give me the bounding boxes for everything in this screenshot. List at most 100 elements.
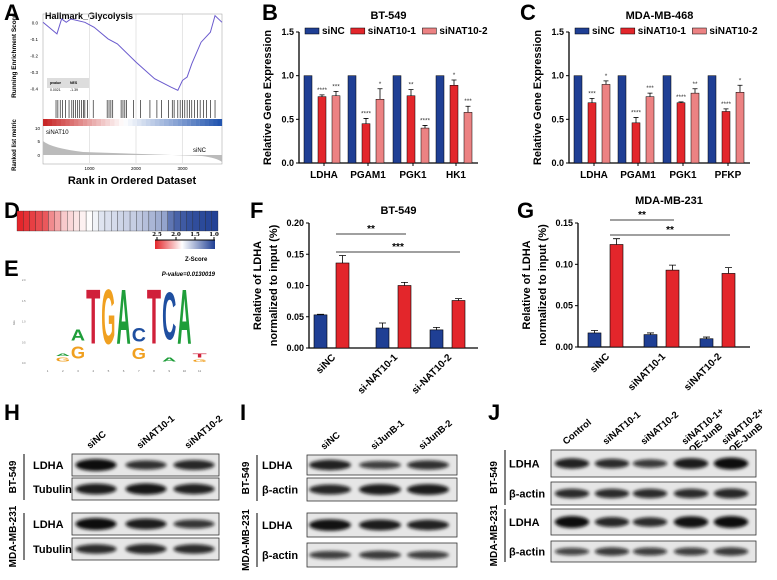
- chart-title: MDA-MB-231: [635, 195, 703, 207]
- significance-label: ****: [361, 110, 372, 117]
- western-blot-h: siNC siNAT10-1 siNAT10-2 BT-549 LDHA Tubulin M…: [8, 413, 225, 567]
- position-label: 11: [198, 369, 201, 373]
- protein-band: [554, 547, 590, 556]
- protein-label: LDHA: [509, 459, 540, 471]
- rank-color-cell: [83, 119, 88, 126]
- y-axis-label: Relative of LDHA: [252, 241, 264, 330]
- y-tick-label: 1.0: [22, 321, 26, 324]
- y-tick-label: 2.0: [22, 279, 26, 282]
- bar: [451, 300, 466, 349]
- rank-color-cell: [150, 119, 155, 126]
- rank-color-cell: [217, 119, 223, 126]
- error-bar: [613, 238, 620, 245]
- logo-letter: A: [56, 353, 71, 357]
- y-tick-label: 1.0: [281, 71, 294, 81]
- heatmap-cell: [136, 210, 143, 232]
- color-scale-bar: [155, 240, 215, 249]
- cell-line-label: MDA-MB-231: [8, 505, 19, 567]
- position-label: 10: [183, 369, 187, 373]
- x-tick-label: PGAM1: [620, 170, 656, 181]
- error-bar: [451, 79, 457, 86]
- protein-label: LDHA: [33, 519, 64, 531]
- metric-axis-label: Ranked list metric: [12, 118, 18, 170]
- y-tick-label: -0.4: [30, 87, 38, 92]
- logo-letter: G: [101, 273, 115, 360]
- y-tick-label: 1.5: [281, 27, 294, 37]
- panel-label-f: F: [250, 198, 263, 223]
- protein-band: [407, 551, 449, 559]
- bar: [699, 338, 714, 348]
- protein-label: LDHA: [33, 460, 64, 472]
- legend-label: siNAT10-1: [638, 26, 687, 37]
- significance-label: *: [739, 77, 742, 84]
- bar: [335, 262, 350, 349]
- x-tick-label: PFKP: [715, 170, 742, 181]
- protein-band: [125, 518, 167, 530]
- lane-label: siNAT10-1: [601, 409, 644, 447]
- significance-label: ****: [721, 101, 732, 108]
- bar: [375, 98, 385, 164]
- rank-color-cell: [47, 119, 53, 126]
- heatmap-cell: [167, 210, 175, 232]
- significance-label: ***: [588, 90, 596, 97]
- protein-band: [713, 547, 749, 556]
- significance-label: *: [605, 73, 608, 80]
- rank-color-cell: [163, 119, 169, 126]
- error-bar: [678, 101, 684, 103]
- bar: [676, 102, 686, 164]
- y-tick-label: -0.1: [30, 37, 38, 42]
- metric-tick-label: 5: [37, 139, 40, 144]
- y-axis-label: Relative Gene Expression: [262, 30, 274, 165]
- error-bar: [725, 267, 732, 274]
- protein-band: [309, 551, 351, 559]
- cell-line-label: BT-549: [8, 460, 19, 493]
- lane-label: siNAT10-2: [639, 409, 681, 447]
- panel-label-a: A: [4, 0, 20, 25]
- rank-color-cell: [87, 119, 93, 126]
- heatmap-cell: [142, 210, 150, 232]
- bar: [449, 85, 459, 164]
- significance-label: **: [692, 81, 698, 88]
- logo-letter: A: [162, 356, 177, 363]
- error-bar: [333, 90, 339, 96]
- protein-label: β-actin: [509, 547, 545, 559]
- y-tick-label: 0.10: [286, 281, 304, 291]
- y-tick-label: 0.0: [551, 158, 564, 168]
- legend-swatch: [620, 27, 636, 35]
- bar: [317, 96, 327, 164]
- comparison-label: **: [367, 224, 375, 235]
- rank-color-cell: [195, 119, 200, 126]
- protein-band: [594, 488, 630, 499]
- rank-color-cell: [132, 119, 138, 126]
- protein-band: [359, 550, 401, 560]
- color-scale-tick-label: 1.5: [190, 232, 200, 238]
- x-tick-label: siNAT10-1: [626, 351, 668, 393]
- heatmap-cell: [199, 210, 206, 232]
- rank-color-cell: [56, 119, 62, 126]
- rank-color-cell: [123, 119, 129, 126]
- y-tick-label: 0.15: [286, 249, 304, 259]
- panel-label-d: D: [4, 198, 20, 223]
- y-tick-label: 1.5: [551, 27, 564, 37]
- y-axis-label: Relative of LDHA: [521, 240, 533, 329]
- protein-band: [125, 483, 167, 495]
- heatmap-cell: [48, 210, 55, 232]
- rank-color-cell: [172, 119, 178, 126]
- protein-label: LDHA: [262, 520, 293, 532]
- right-phenotype-label: siNC: [193, 148, 207, 154]
- panel-label-j: J: [488, 400, 500, 425]
- rank-color-cell: [190, 119, 196, 126]
- lane-label: siNAT10-1: [135, 413, 178, 451]
- position-label: 6: [123, 369, 125, 373]
- x-tick-label: PGAM1: [350, 170, 386, 181]
- western-blot-j: Control siNAT10-1siNAT10-2siNAT10-1+OE-Ju…: [489, 406, 767, 567]
- position-label: 7: [138, 369, 140, 373]
- logo-letter: G: [56, 356, 70, 363]
- rank-color-cell: [114, 119, 120, 126]
- rank-color-cell: [69, 119, 75, 126]
- heatmap-cell: [67, 210, 74, 232]
- rank-color-cell: [186, 119, 191, 126]
- protein-band: [594, 517, 630, 527]
- western-blot-i: siNC siJunB-1 siJunB-2 BT-549 LDHA β-actin MDA…: [241, 418, 458, 571]
- protein-band: [673, 516, 709, 528]
